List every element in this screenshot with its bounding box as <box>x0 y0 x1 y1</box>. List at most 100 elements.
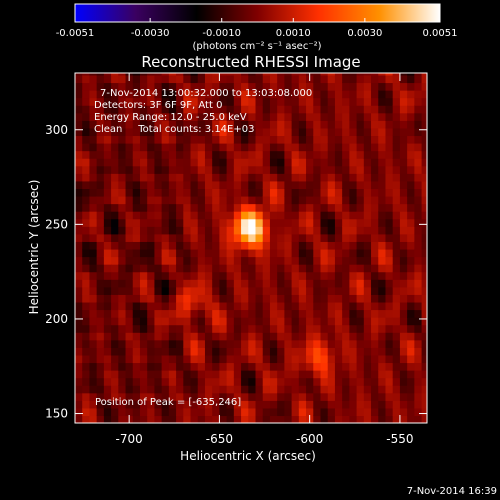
heatmap-cell <box>82 73 91 76</box>
heatmap-cell <box>407 165 415 174</box>
heatmap-cell <box>421 370 427 379</box>
heatmap-cell <box>306 407 314 417</box>
heatmap-cell <box>385 158 394 167</box>
heatmap-cell <box>241 264 249 273</box>
heatmap-cell <box>298 347 307 356</box>
heatmap-cell <box>226 400 235 409</box>
heatmap-cell <box>356 226 365 235</box>
heatmap-cell <box>111 143 119 152</box>
heatmap-cell <box>306 286 314 295</box>
heatmap-cell <box>75 324 83 333</box>
heatmap-cell <box>306 97 314 106</box>
heatmap-cell <box>313 158 322 167</box>
heatmap-cell <box>161 339 170 348</box>
heatmap-cell <box>154 332 163 341</box>
heatmap-cell <box>197 317 206 326</box>
heatmap-cell <box>183 241 192 250</box>
heatmap-cell <box>269 324 278 333</box>
heatmap-cell <box>212 233 221 242</box>
heatmap-cell <box>89 127 98 137</box>
heatmap-cell <box>132 248 141 258</box>
heatmap-cell <box>363 127 372 137</box>
heatmap-cell <box>349 97 358 106</box>
heatmap-cell <box>334 135 343 144</box>
heatmap-cell <box>103 73 112 76</box>
heatmap-cell <box>320 377 329 386</box>
heatmap-cell <box>132 241 141 250</box>
heatmap-cell <box>103 339 112 348</box>
heatmap-cell <box>212 332 221 341</box>
heatmap-cell <box>284 279 293 288</box>
heatmap-cell <box>356 317 365 326</box>
heatmap-cell <box>118 415 127 423</box>
heatmap-cell <box>241 309 249 318</box>
heatmap-cell <box>262 294 271 303</box>
heatmap-cell <box>96 241 105 250</box>
heatmap-cell <box>414 370 423 379</box>
heatmap-cell <box>82 127 91 137</box>
heatmap-cell <box>291 82 300 91</box>
heatmap-cell <box>320 82 329 91</box>
heatmap-cell <box>125 354 134 364</box>
heatmap-cell <box>75 415 83 423</box>
heatmap-cell <box>392 248 401 258</box>
heatmap-cell <box>118 256 127 265</box>
heatmap-cell <box>327 188 336 197</box>
heatmap-cell <box>255 370 264 379</box>
heatmap-cell <box>82 279 91 288</box>
heatmap-cell <box>262 324 271 333</box>
heatmap-cell <box>212 73 221 76</box>
heatmap-cell <box>363 120 372 129</box>
heatmap-cell <box>89 354 98 364</box>
heatmap-cell <box>342 407 350 417</box>
heatmap-cell <box>269 143 278 152</box>
heatmap-cell <box>313 143 322 152</box>
heatmap-cell <box>118 97 127 106</box>
heatmap-cell <box>125 362 134 371</box>
heatmap-cell <box>147 294 156 303</box>
heatmap-cell <box>190 90 199 99</box>
heatmap-cell <box>327 256 336 265</box>
heatmap-cell <box>219 74 228 84</box>
heatmap-cell <box>342 377 350 386</box>
heatmap-cell <box>284 127 293 137</box>
heatmap-cell <box>233 324 242 333</box>
heatmap-cell <box>371 271 379 280</box>
heatmap-cell <box>161 173 170 182</box>
heatmap-cell <box>204 385 213 394</box>
heatmap-cell <box>233 135 242 144</box>
heatmap-cell <box>139 309 148 318</box>
heatmap-cell <box>421 165 427 174</box>
heatmap-cell <box>89 347 98 356</box>
heatmap-cell <box>320 105 329 114</box>
heatmap-cell <box>226 309 235 318</box>
heatmap-cell <box>320 241 329 250</box>
heatmap-cell <box>378 211 387 220</box>
heatmap-cell <box>378 158 387 167</box>
heatmap-cell <box>125 241 134 250</box>
heatmap-cell <box>306 173 314 182</box>
heatmap-cell <box>147 377 156 386</box>
heatmap-cell <box>111 180 119 190</box>
heatmap-cell <box>212 294 221 303</box>
heatmap-cell <box>414 143 423 152</box>
heatmap-cell <box>96 324 105 333</box>
heatmap-cell <box>197 286 206 295</box>
heatmap-cell <box>118 150 127 159</box>
heatmap-cell <box>103 347 112 356</box>
heatmap-cell <box>414 90 423 99</box>
heatmap-cell <box>385 135 394 144</box>
heatmap-cell <box>183 339 192 348</box>
heatmap-cell <box>226 370 235 379</box>
heatmap-cell <box>176 286 184 295</box>
heatmap-cell <box>356 195 365 205</box>
heatmap-cell <box>414 241 423 250</box>
heatmap-cell <box>399 400 408 409</box>
heatmap-cell <box>139 74 148 84</box>
heatmap-cell <box>75 354 83 364</box>
heatmap-cell <box>82 173 91 182</box>
heatmap-cell <box>139 150 148 159</box>
heatmap-cell <box>248 173 257 182</box>
heatmap-cell <box>82 97 91 106</box>
heatmap-cell <box>378 301 387 311</box>
